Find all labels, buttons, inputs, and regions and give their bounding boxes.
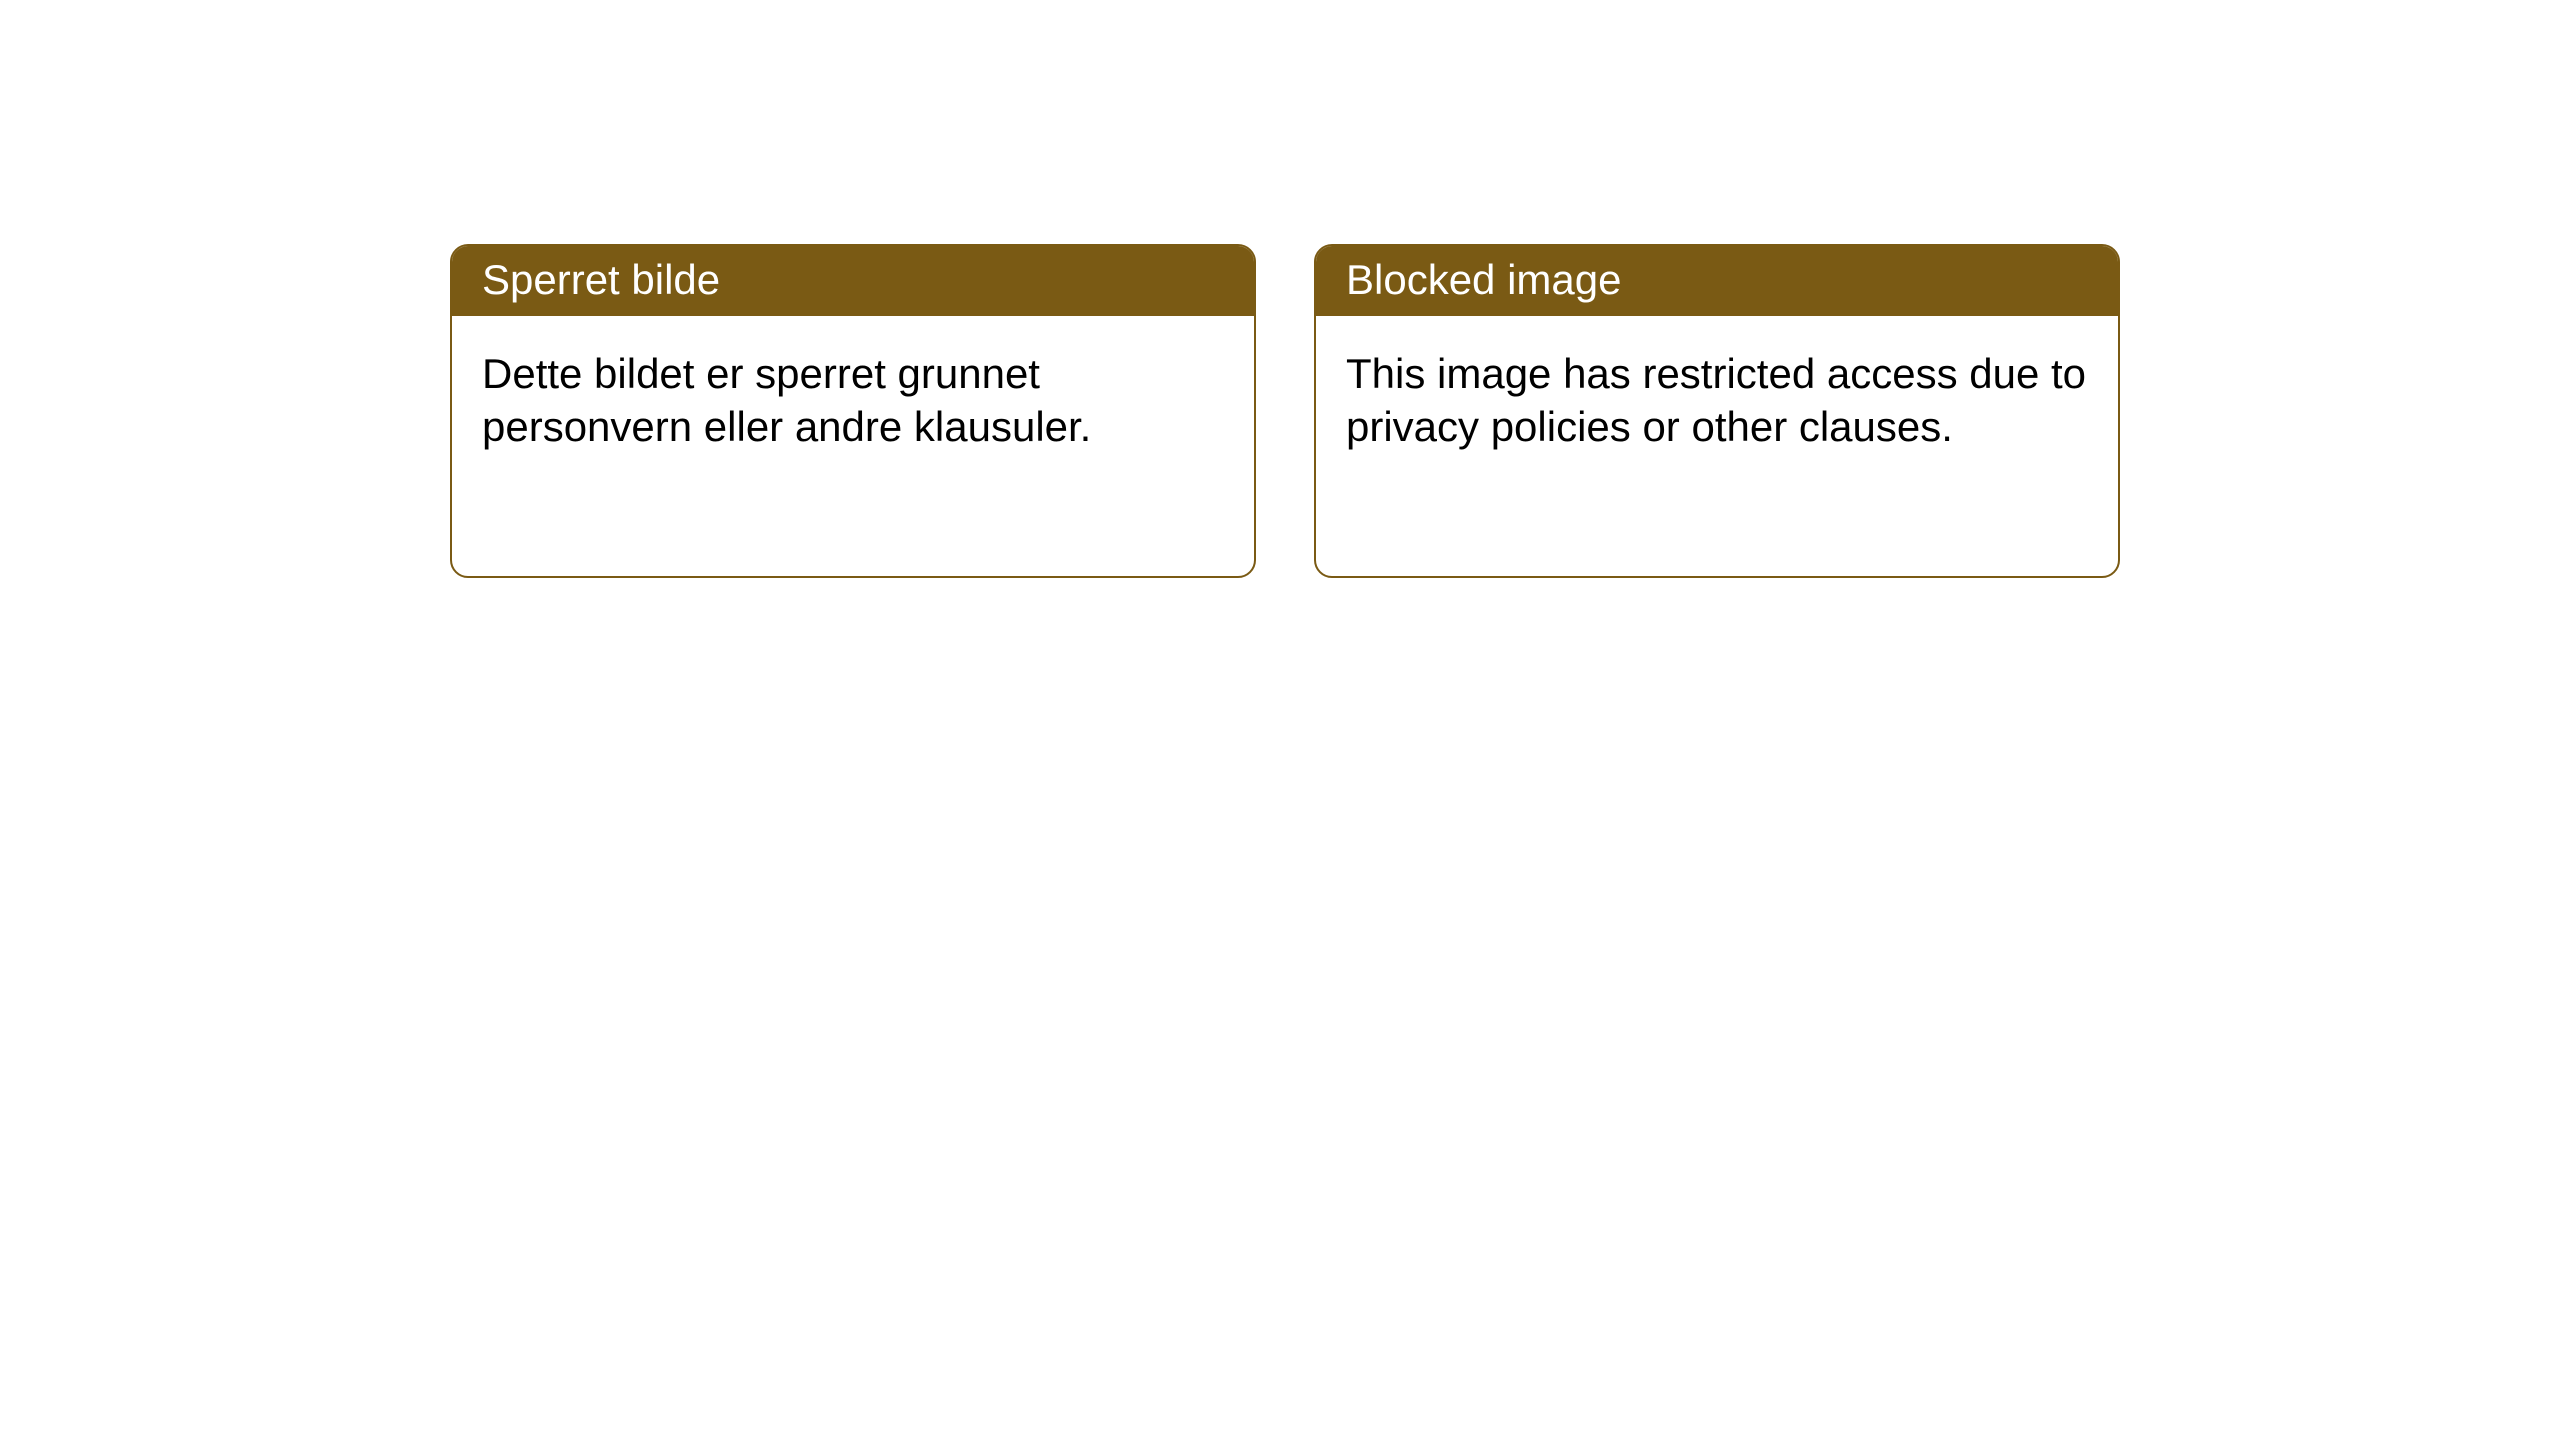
notice-title-english: Blocked image (1316, 246, 2118, 316)
notice-card-english: Blocked image This image has restricted … (1314, 244, 2120, 578)
notice-card-norwegian: Sperret bilde Dette bildet er sperret gr… (450, 244, 1256, 578)
notice-title-norwegian: Sperret bilde (452, 246, 1254, 316)
notice-body-english: This image has restricted access due to … (1316, 316, 2118, 485)
notice-body-norwegian: Dette bildet er sperret grunnet personve… (452, 316, 1254, 485)
notice-container: Sperret bilde Dette bildet er sperret gr… (0, 0, 2560, 578)
